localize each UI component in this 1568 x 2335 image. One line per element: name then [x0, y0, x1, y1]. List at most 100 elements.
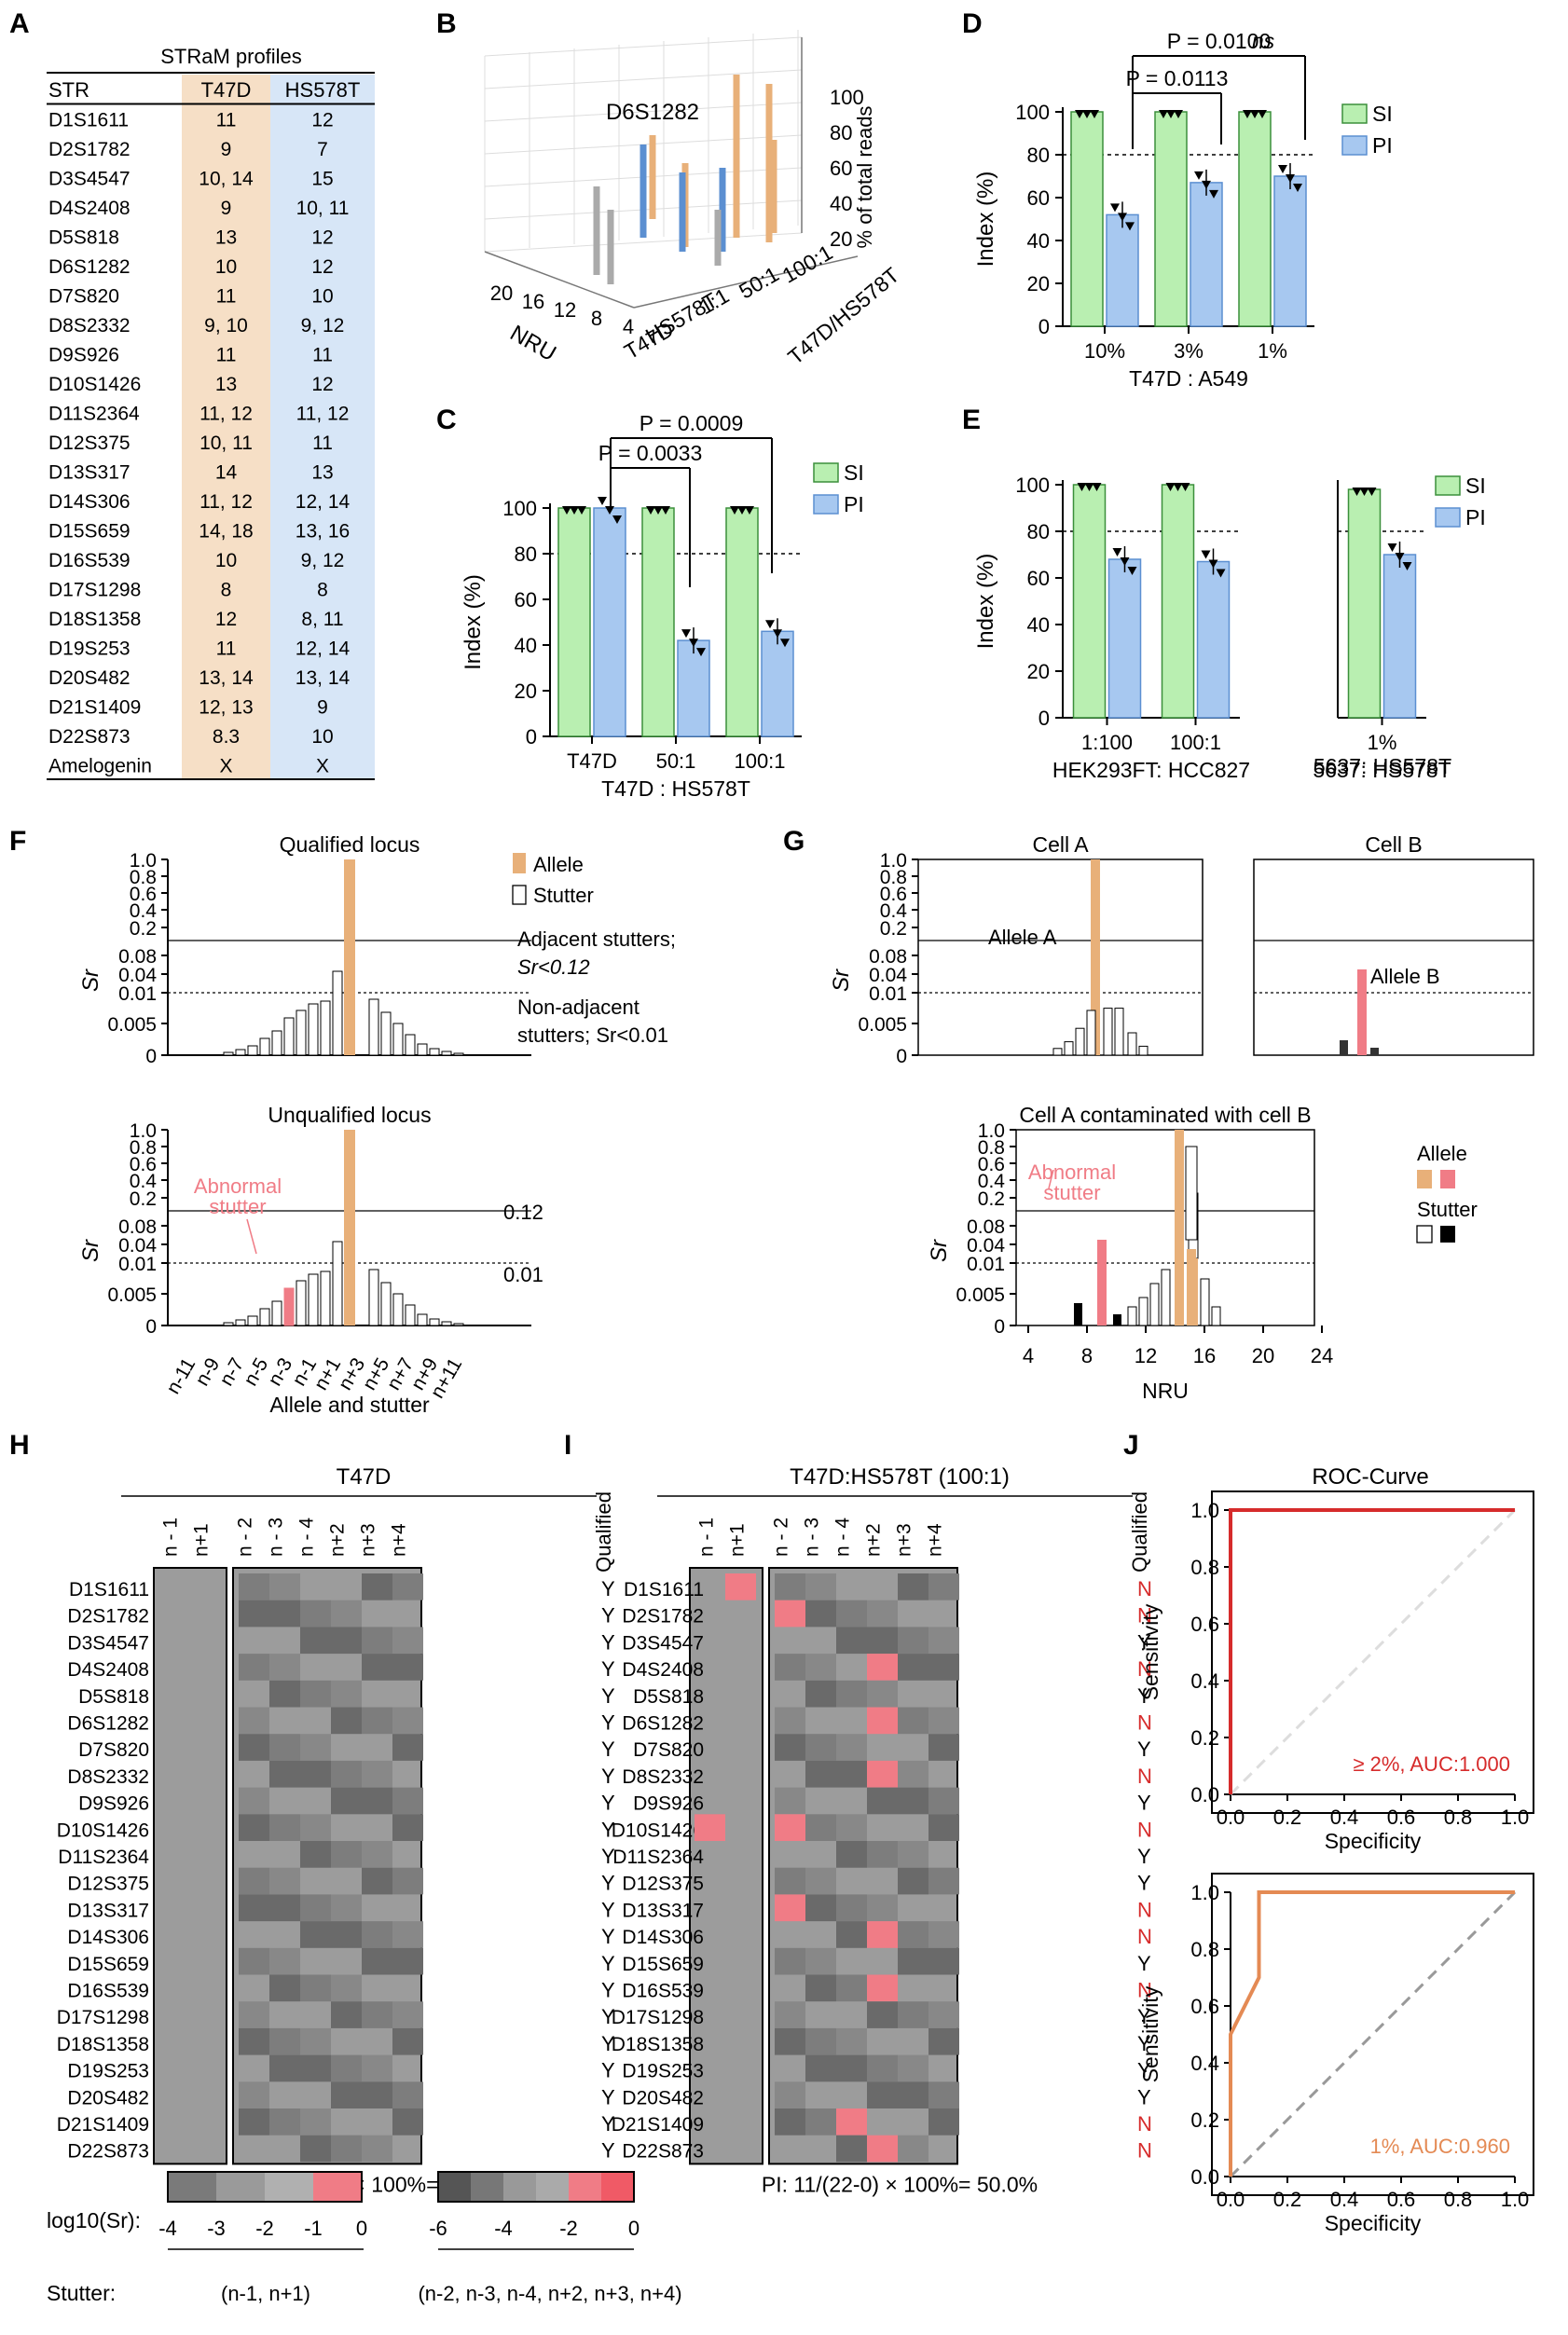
heatmap-cell	[269, 2027, 300, 2055]
heatmap-cell	[867, 1894, 898, 1922]
heatmap-cell	[362, 1867, 392, 1895]
heatmap-cell	[775, 1787, 805, 1815]
heatmap-cell	[928, 1573, 959, 1600]
y-tick-label: 0.01	[967, 1254, 1005, 1275]
table-cell: 10	[215, 256, 237, 278]
y-tick-label: 0.08	[118, 1216, 157, 1238]
heatmap-column-label: n+3	[358, 1523, 379, 1557]
stutter-bar	[1103, 1008, 1113, 1056]
heatmap-cell	[867, 1760, 898, 1788]
x-tick: 12	[554, 298, 576, 322]
heatmap-block-1	[689, 1567, 763, 2165]
y-tick-label: 0.4	[1190, 1669, 1219, 1693]
y-tick-label: 20	[515, 680, 537, 703]
table-cell: 13, 14	[296, 667, 351, 689]
heatmap-cell	[775, 1654, 805, 1681]
data-point	[1202, 180, 1211, 189]
stutter-bar	[259, 1308, 270, 1326]
y-tick-label: 100	[1015, 101, 1050, 124]
stutter-bar	[1075, 1027, 1085, 1056]
heatmap-cell	[239, 1707, 269, 1735]
y-tick-label: 0.08	[967, 1216, 1005, 1238]
bar-si	[1238, 111, 1272, 327]
axis-line	[484, 251, 635, 309]
data-point	[1387, 543, 1397, 552]
column-bg-t47d	[182, 75, 270, 779]
y-tick-label: 1.0	[130, 1120, 157, 1142]
table-cell: D4S2408	[48, 198, 131, 219]
x-tick-label: 4	[1023, 1344, 1034, 1367]
panel-letter-A: A	[9, 8, 30, 39]
heatmap-cell	[898, 1921, 928, 1948]
data-point	[605, 506, 614, 515]
heatmap-row-label: D10S1426	[57, 1820, 149, 1841]
roc-curve	[1229, 1508, 1515, 1794]
bar-si	[1347, 488, 1382, 719]
qualified-value: Y	[601, 1765, 615, 1788]
heatmap-row-label: D12S375	[622, 1874, 704, 1895]
x-axis-label: T47D : HS578T	[601, 776, 750, 801]
qualified-value: Y	[1137, 1630, 1151, 1654]
y-tick-label: 0	[526, 725, 537, 749]
legend-pi-swatch	[1341, 135, 1368, 156]
allele-label: Allele A	[988, 926, 1057, 949]
y-tick-label: 1.0	[1190, 1499, 1219, 1522]
table-cell: 12, 14	[296, 639, 351, 660]
heatmap-column-label: n+4	[925, 1523, 946, 1557]
heatmap-cell	[775, 1573, 805, 1600]
heatmap-cell	[362, 2001, 392, 2028]
stutter-bar	[380, 1011, 392, 1056]
table-title: STRaM profiles	[160, 45, 302, 68]
heatmap-cell	[269, 1760, 300, 1788]
note: Non-adjacent	[517, 996, 640, 1019]
heatmap-cell	[836, 1760, 867, 1788]
heatmap-cell	[362, 2054, 392, 2082]
table-cell: 10	[215, 550, 237, 571]
table-cell: 11	[216, 639, 237, 660]
legend-pi: PI	[844, 492, 864, 516]
legend-stutter-swatch	[512, 885, 527, 905]
table-cell: D21S1409	[48, 697, 141, 719]
y-tick-label: 0.005	[858, 1014, 907, 1036]
heatmap-cell	[867, 2054, 898, 2082]
annotation: Abnormal	[1028, 1161, 1116, 1184]
table-cell: X	[316, 756, 329, 777]
panel-letter-H: H	[9, 1430, 30, 1461]
stutter-bar	[405, 1034, 416, 1056]
heatmap-cell	[269, 1600, 300, 1628]
legend-si: SI	[1465, 474, 1486, 498]
y-tick-label: 0.4	[130, 900, 158, 922]
data-point	[1127, 567, 1137, 575]
grid-line	[484, 232, 803, 253]
heatmap-cell	[836, 1627, 867, 1655]
qualified-value: N	[1137, 1925, 1152, 1948]
data-point	[1092, 483, 1102, 491]
x-axis-label: T47D : A549	[1129, 366, 1248, 391]
y-tick-label: 0.4	[1190, 2052, 1219, 2075]
legend-si: SI	[1372, 102, 1393, 126]
heatmap-column-label: n - 2	[771, 1518, 792, 1557]
qualified-value: Y	[601, 1818, 615, 1841]
legend-si-swatch	[1435, 475, 1461, 496]
heatmap-row-label: D20S482	[622, 2087, 704, 2108]
heatmap-cell	[331, 2081, 362, 2108]
data-point	[1112, 548, 1122, 556]
heatmap-cell	[331, 1680, 362, 1708]
x-tick-label: 8	[1081, 1344, 1093, 1367]
x-tick-label: 0.4	[1330, 1806, 1359, 1829]
y-tick-label: 0.04	[118, 965, 157, 986]
stutter-group: (n-2, n-3, n-4, n+2, n+3, n+4)	[418, 2282, 681, 2305]
heatmap-cell	[362, 1760, 392, 1788]
legend-allele-swatch	[513, 853, 526, 873]
data-point	[1180, 483, 1190, 491]
stutter-bar	[1114, 1008, 1124, 1056]
heatmap-cell	[300, 1841, 331, 1868]
heatmap-cell	[898, 1841, 928, 1868]
table-cell: 9	[221, 139, 232, 160]
heatmap-cell	[239, 1894, 269, 1922]
table-cell: 12, 14	[296, 491, 351, 513]
heatmap-cell	[331, 1600, 362, 1628]
heatmap-cell	[836, 2054, 867, 2082]
stutter-bar	[368, 998, 379, 1056]
allele-bar	[344, 1130, 355, 1325]
